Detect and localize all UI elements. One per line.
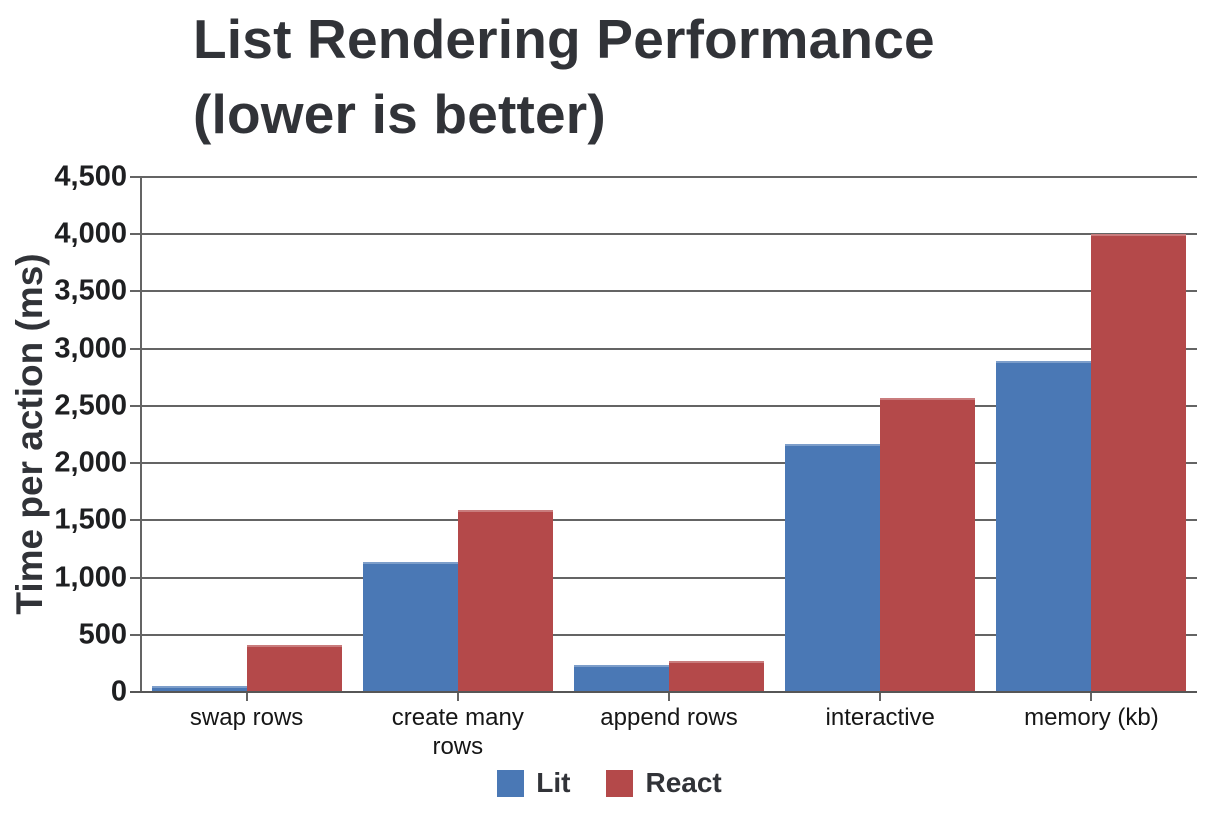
bar-lit-swap-rows <box>151 686 247 692</box>
bar-lit-create-many-rows <box>362 561 458 692</box>
x-label-text-interactive: interactive <box>825 704 935 731</box>
bar-lit-memory-kb <box>996 361 1092 692</box>
bar-pair-memory-kb <box>996 177 1187 692</box>
y-tick-mark-4000 <box>130 233 141 236</box>
legend-swatch-lit <box>497 769 525 797</box>
y-axis-line <box>140 177 142 692</box>
bar-group-append-rows <box>563 177 774 701</box>
y-tick-mark-2000 <box>130 462 141 465</box>
y-tick-label-3000: 3,000 <box>54 332 127 365</box>
legend-swatch-react <box>606 769 634 797</box>
bar-pair-create-many-rows <box>362 177 553 692</box>
legend-item-react: React <box>606 767 722 799</box>
bar-react-append-rows <box>669 661 764 692</box>
legend-label-lit: Lit <box>536 767 571 798</box>
x-tick-mark-create-many-rows <box>456 692 459 701</box>
y-tick-label-1000: 1,000 <box>54 561 127 594</box>
y-tick-label-0: 0 <box>110 675 127 708</box>
x-axis-line <box>130 691 1197 693</box>
y-tick-label-4000: 4,000 <box>54 217 127 250</box>
bar-lit-interactive <box>785 443 881 692</box>
x-tick-mark-swap-rows <box>245 692 248 701</box>
bar-react-memory-kb <box>1091 234 1187 692</box>
chart-title-line2: (lower is better) <box>193 82 606 145</box>
x-label-text-append-rows: append rows <box>600 704 738 731</box>
y-axis-title: Time per action (ms) <box>9 253 50 615</box>
bar-group-create-many-rows <box>352 177 563 701</box>
bar-groups <box>141 177 1197 701</box>
x-label-memory-kb: memory (kb) <box>986 703 1197 762</box>
bar-pair-append-rows <box>574 177 764 692</box>
y-tick-label-1500: 1,500 <box>54 503 127 536</box>
gridline-1000 <box>141 576 1197 579</box>
y-tick-mark-2500 <box>130 404 141 407</box>
gridline-3000 <box>141 347 1197 350</box>
x-label-swap-rows: swap rows <box>141 703 352 762</box>
y-tick-label-2500: 2,500 <box>54 389 127 422</box>
gridline-3500 <box>141 290 1197 293</box>
plot-area: 0 500 1,000 1,500 2,000 2,500 3,000 3,500 4,000 4… <box>54 161 1197 708</box>
legend: Lit React <box>0 767 1219 799</box>
bar-pair-swap-rows <box>151 177 342 692</box>
x-label-create-many-rows: create many rows <box>352 703 563 762</box>
x-tick-mark-memory-kb <box>1090 692 1093 701</box>
x-tick-mark-interactive <box>879 692 882 701</box>
x-label-interactive: interactive <box>775 703 986 762</box>
y-tick-mark-500 <box>130 633 141 636</box>
y-tick-label-500: 500 <box>78 618 127 651</box>
x-axis-labels: swap rows create many rows append rows inte… <box>141 703 1197 762</box>
gridline-1500 <box>141 519 1197 522</box>
bar-react-swap-rows <box>246 645 342 692</box>
bar-group-memory-kb <box>986 177 1197 701</box>
gridline-2000 <box>141 462 1197 465</box>
x-label-text-create-many-rows: create many rows <box>391 704 524 761</box>
bar-pair-interactive <box>785 177 976 692</box>
gridline-4000 <box>141 233 1197 236</box>
bar-lit-append-rows <box>574 664 669 692</box>
y-tick-mark-3000 <box>130 347 141 350</box>
bar-group-swap-rows <box>141 177 352 701</box>
x-tick-mark-append-rows <box>668 692 670 701</box>
chart-title: List Rendering Performance (lower is bet… <box>193 2 935 152</box>
y-tick-mark-1500 <box>130 519 141 522</box>
y-tick-label-3500: 3,500 <box>54 274 127 307</box>
y-tick-label-2000: 2,000 <box>54 446 127 479</box>
gridline-2500 <box>141 404 1197 407</box>
x-label-text-swap-rows: swap rows <box>189 704 304 731</box>
legend-item-lit: Lit <box>497 767 570 799</box>
bar-react-create-many-rows <box>457 510 553 692</box>
chart-title-line1: List Rendering Performance <box>193 8 935 70</box>
gridline-500 <box>141 633 1197 636</box>
legend-label-react: React <box>645 767 722 798</box>
x-label-append-rows: append rows <box>563 703 774 762</box>
y-tick-mark-1000 <box>130 576 141 579</box>
bar-group-interactive <box>775 177 986 701</box>
y-tick-mark-4500 <box>130 176 141 178</box>
x-label-text-memory-kb: memory (kb) <box>1024 704 1159 731</box>
y-tick-mark-3500 <box>130 290 141 293</box>
bar-react-interactive <box>880 397 976 692</box>
y-tick-label-4500: 4,500 <box>54 160 127 193</box>
gridline-4500 <box>141 176 1197 178</box>
